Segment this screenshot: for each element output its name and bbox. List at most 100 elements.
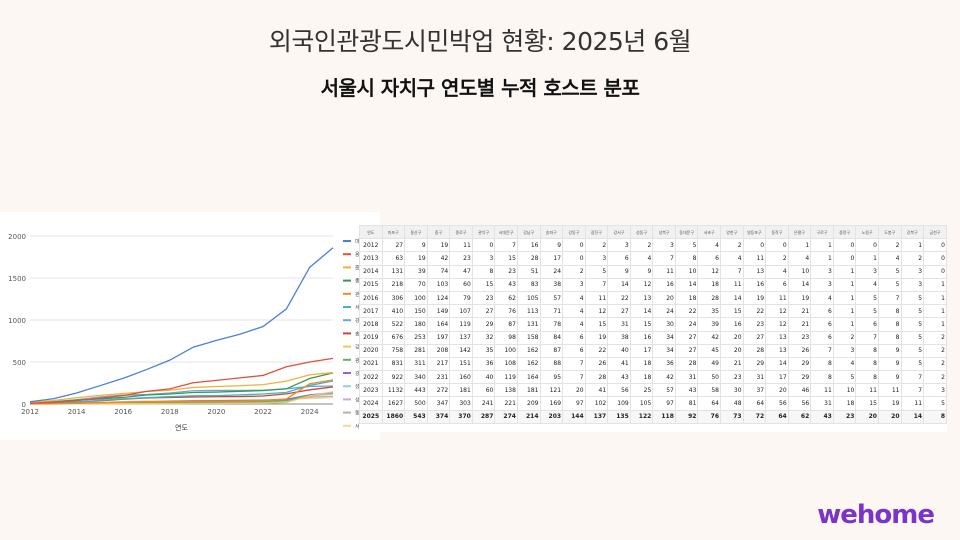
table-cell: 922 bbox=[381, 370, 406, 385]
table-cell: 28 bbox=[742, 343, 767, 358]
table-cell: 23 bbox=[720, 370, 744, 385]
table-cell: 20 bbox=[652, 290, 676, 306]
table-cell: 6 bbox=[562, 343, 586, 358]
table-cell: 253 bbox=[404, 330, 428, 345]
table-header-cell: 마포구 bbox=[381, 224, 406, 240]
table-cell: 2 bbox=[832, 330, 857, 345]
table-cell: 17 bbox=[629, 343, 654, 358]
table-cell: 158 bbox=[516, 330, 541, 345]
table-header-cell: 서초구 bbox=[697, 224, 721, 240]
table-cell: 39 bbox=[697, 317, 721, 332]
table-cell: 164 bbox=[516, 370, 541, 385]
table-cell: 20 bbox=[562, 383, 586, 398]
table-cell: 16 bbox=[516, 238, 541, 253]
table-cell: 9 bbox=[629, 264, 654, 279]
table-cell: 27 bbox=[381, 238, 406, 253]
table-cell: 150 bbox=[404, 304, 428, 319]
table-cell: 42 bbox=[426, 251, 451, 266]
table-cell: 18 bbox=[674, 290, 699, 306]
table-cell: 25 bbox=[629, 383, 654, 398]
table-header-cell: 송파구 bbox=[539, 224, 564, 240]
table-cell: 48 bbox=[720, 396, 744, 411]
table-cell: 2 bbox=[629, 238, 654, 253]
table-cell: 13 bbox=[629, 290, 654, 306]
table-cell: 274 bbox=[494, 409, 518, 424]
table-cell: 1 bbox=[923, 290, 947, 306]
table-cell: 0 bbox=[562, 238, 586, 253]
table-cell: 4 bbox=[562, 317, 586, 332]
table-cell: 20 bbox=[855, 409, 879, 424]
table-cell: 14 bbox=[607, 277, 631, 292]
series-line bbox=[29, 357, 334, 404]
table-cell: 100 bbox=[404, 290, 428, 306]
table-cell: 218 bbox=[381, 277, 406, 292]
table-header-cell: 강북구 bbox=[900, 224, 925, 240]
table-cell: 272 bbox=[426, 383, 451, 398]
table-cell: 11 bbox=[449, 238, 473, 253]
table-cell: 26 bbox=[584, 356, 609, 372]
table-cell: 21 bbox=[787, 317, 812, 332]
table-cell: 78 bbox=[539, 317, 564, 332]
table-cell: 28 bbox=[674, 356, 699, 372]
table-cell: 31 bbox=[810, 396, 834, 411]
table-cell: 29 bbox=[787, 370, 812, 385]
table-cell: 7 bbox=[900, 383, 925, 398]
table-cell: 831 bbox=[381, 356, 406, 372]
line-chart-svg: 0 500 1000 1500 2000 2012 2014 2016 2018 2020 2022… bbox=[8, 233, 374, 432]
table-cell: 14 bbox=[720, 290, 744, 306]
table-header-row: 연도 마포구 용산구 중구 종로구 관악구 서대문구 강남구 송파구 강동구 광진구 강서구 성동구 성북… bbox=[359, 224, 947, 240]
table-cell: 84 bbox=[539, 330, 564, 345]
table-cell: 87 bbox=[539, 343, 564, 358]
table-cell: 12 bbox=[765, 317, 789, 332]
table-cell: 181 bbox=[516, 383, 541, 398]
table-cell: 137 bbox=[584, 409, 609, 424]
table-cell: 19 bbox=[584, 330, 609, 345]
x-axis-label: 연도 bbox=[175, 424, 188, 432]
table-cell: 43 bbox=[810, 409, 834, 424]
table-cell: 151 bbox=[449, 356, 473, 372]
table-cell: 0 bbox=[855, 238, 879, 253]
table-cell: 22 bbox=[674, 304, 699, 319]
table-cell: 410 bbox=[381, 304, 406, 319]
table-cell: 287 bbox=[471, 409, 496, 424]
table-cell: 281 bbox=[404, 343, 428, 358]
table-header-cell: 동작구 bbox=[765, 224, 789, 240]
table-cell: 5 bbox=[900, 317, 925, 332]
table-cell: 209 bbox=[516, 396, 541, 411]
table-cell: 2018 bbox=[359, 317, 383, 332]
table-header-cell: 금천구 bbox=[923, 224, 947, 240]
x-tick-label: 2016 bbox=[114, 408, 132, 416]
table-cell: 8 bbox=[877, 317, 902, 332]
table-cell: 13 bbox=[765, 343, 789, 358]
table-cell: 1 bbox=[832, 304, 857, 319]
table-cell: 522 bbox=[381, 317, 406, 332]
table-cell: 2012 bbox=[359, 238, 383, 253]
table-cell: 1 bbox=[832, 290, 857, 306]
table-cell: 19 bbox=[426, 238, 451, 253]
table-cell: 113 bbox=[516, 304, 541, 319]
table-cell: 3 bbox=[832, 343, 857, 358]
table-cell: 4 bbox=[765, 264, 789, 279]
table-cell: 2019 bbox=[359, 330, 383, 345]
table-cell: 31 bbox=[607, 317, 631, 332]
slide-title: 외국인관광도시민박업 현황: 2025년 6월 bbox=[268, 27, 692, 56]
table-cell: 131 bbox=[381, 264, 406, 279]
x-tick-label: 2024 bbox=[301, 408, 319, 416]
table-cell: 12 bbox=[765, 304, 789, 319]
table-cell: 0 bbox=[923, 238, 947, 253]
table-cell: 12 bbox=[697, 264, 721, 279]
y-tick-label: 1500 bbox=[8, 275, 26, 283]
table-cell: 197 bbox=[426, 330, 451, 345]
table-cell: 41 bbox=[607, 356, 631, 372]
table-cell: 8 bbox=[923, 409, 947, 424]
table-row: 2012 27 9 19 11 0 7 16 9 0 2 3 2 3 5 4 2 0 0 1 1 0 0 2 1 0 bbox=[359, 238, 947, 253]
table-cell: 5 bbox=[900, 356, 925, 372]
table-row: 2013 63 19 42 23 3 15 28 17 0 3 6 4 7 8 6 4 11 2 4 1 0 1 4 2 0 bbox=[359, 251, 947, 266]
table-cell: 138 bbox=[494, 383, 518, 398]
table-cell: 2 bbox=[562, 264, 586, 279]
table-cell: 10 bbox=[787, 264, 812, 279]
table-cell: 11 bbox=[584, 290, 609, 306]
table-cell: 144 bbox=[562, 409, 586, 424]
table-cell: 97 bbox=[652, 396, 676, 411]
table-cell: 11 bbox=[765, 290, 789, 306]
